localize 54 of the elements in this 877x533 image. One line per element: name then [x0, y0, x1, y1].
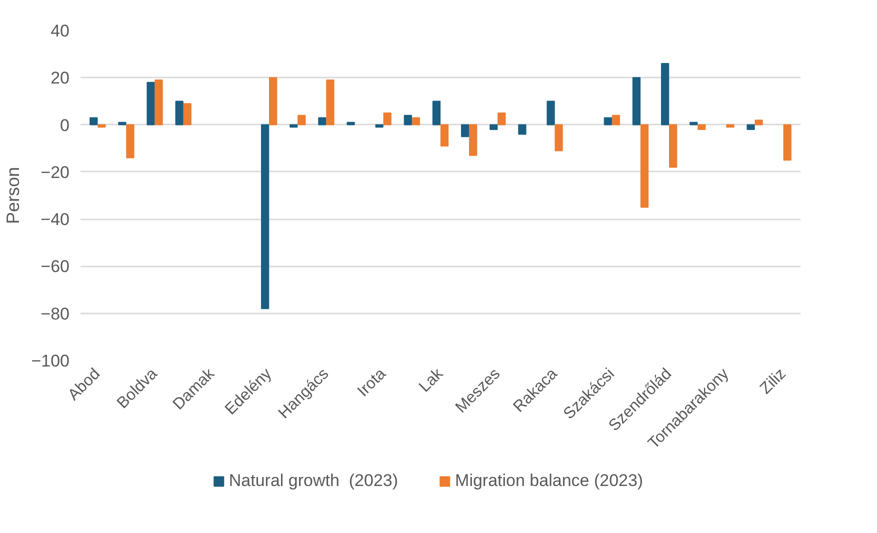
bar: [175, 100, 184, 126]
bar: [661, 63, 670, 126]
bar: [261, 124, 270, 310]
bar: [183, 103, 192, 126]
bar: [290, 124, 298, 128]
bar: [146, 82, 155, 126]
bar: [698, 124, 706, 130]
y-tick-label: −80: [40, 304, 70, 324]
bar: [783, 124, 792, 161]
bar: [632, 77, 641, 126]
legend-label: Migration balance (2023): [455, 471, 644, 491]
bar: [383, 112, 392, 126]
bar: [746, 124, 755, 130]
bar: [326, 80, 334, 126]
bar: [154, 80, 163, 126]
bar: [612, 114, 620, 126]
x-tick-label: Irota: [354, 365, 390, 400]
bar: [546, 100, 555, 126]
y-tick-label: −60: [40, 257, 70, 276]
bar: [554, 124, 563, 152]
bar: [754, 120, 763, 126]
bar: [404, 114, 412, 126]
x-tick-label: Ziliz: [757, 365, 790, 398]
bar: [269, 77, 278, 126]
bar: [126, 124, 134, 158]
bar: [90, 117, 98, 126]
bar: [461, 124, 470, 138]
bar: [518, 124, 526, 135]
bar: [669, 124, 678, 168]
bar: [118, 122, 126, 126]
y-tick-label: 40: [50, 22, 70, 40]
bar: [375, 124, 384, 128]
bar: [298, 114, 306, 126]
y-tick-label: −20: [40, 162, 70, 182]
bar: [640, 124, 649, 208]
bar: [432, 100, 441, 126]
bar: [318, 117, 326, 126]
bar: [726, 124, 734, 128]
y-tick-label: −40: [40, 210, 70, 230]
bar: [690, 122, 698, 126]
y-axis-title: Person: [3, 166, 24, 224]
bar: [440, 124, 449, 146]
y-tick-label: −100: [31, 352, 70, 370]
bar: [604, 117, 612, 126]
bar: [469, 124, 478, 156]
x-tick-label: Lak: [416, 364, 448, 396]
bar: [490, 124, 498, 130]
bar: [412, 117, 420, 126]
bar: [346, 122, 355, 126]
y-tick-label: 20: [50, 68, 70, 88]
bar: [98, 124, 106, 128]
bar: [498, 112, 506, 126]
y-tick-label: 0: [60, 116, 70, 135]
legend-label: Natural growth (2023): [228, 471, 398, 491]
